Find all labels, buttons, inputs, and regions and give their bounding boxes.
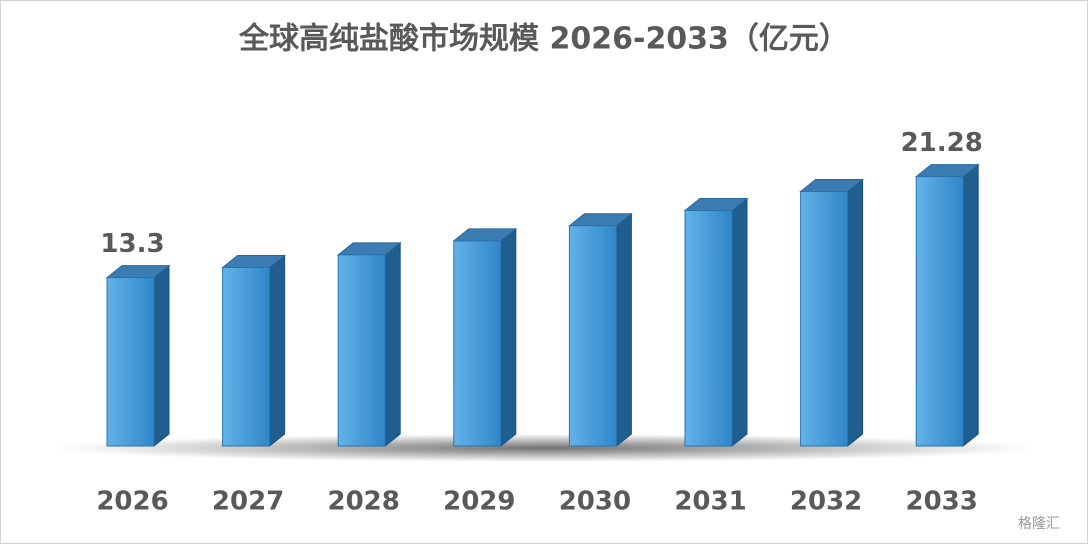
bar-side (500, 227, 517, 448)
bar-side (615, 212, 632, 448)
bar-front (222, 266, 271, 447)
x-tick-label: 2033 (906, 487, 978, 517)
bar (221, 254, 287, 448)
bar-side (962, 163, 979, 448)
x-tick-label: 2028 (328, 487, 400, 517)
x-tick-label: 2031 (674, 487, 746, 517)
bar-side (847, 178, 864, 448)
bar-front (684, 210, 733, 447)
bar (799, 178, 865, 448)
x-tick-label: 2026 (96, 487, 168, 517)
x-tick-label: 2029 (443, 487, 515, 517)
bar (105, 264, 171, 448)
data-label: 13.3 (100, 229, 164, 259)
x-tick-label: 2032 (790, 487, 862, 517)
bar (683, 197, 749, 448)
bar-side (731, 197, 748, 448)
x-tick-label: 2030 (559, 487, 631, 517)
bar-front (915, 176, 964, 447)
bar (336, 241, 402, 448)
data-label: 21.28 (901, 128, 983, 158)
watermark: 格隆汇 (1018, 516, 1060, 532)
bar-front (453, 240, 502, 447)
bar (914, 163, 980, 448)
bar-front (800, 191, 849, 447)
bar (452, 227, 518, 448)
floor-shadow (55, 434, 1035, 462)
x-tick-label: 2027 (212, 487, 284, 517)
bar-side (153, 264, 170, 448)
plot: 13.3 2026 2027 2028 2029 2030 2031 2032 21.28 203… (55, 128, 1035, 517)
bar (567, 212, 633, 448)
bar-front (106, 277, 155, 447)
bar-side (269, 254, 286, 448)
chart-title: 全球高纯盐酸市场规模 2026-2033（亿元） (238, 22, 849, 57)
bar-front (337, 254, 386, 447)
bar-side (384, 241, 401, 448)
bar-front (568, 225, 617, 447)
